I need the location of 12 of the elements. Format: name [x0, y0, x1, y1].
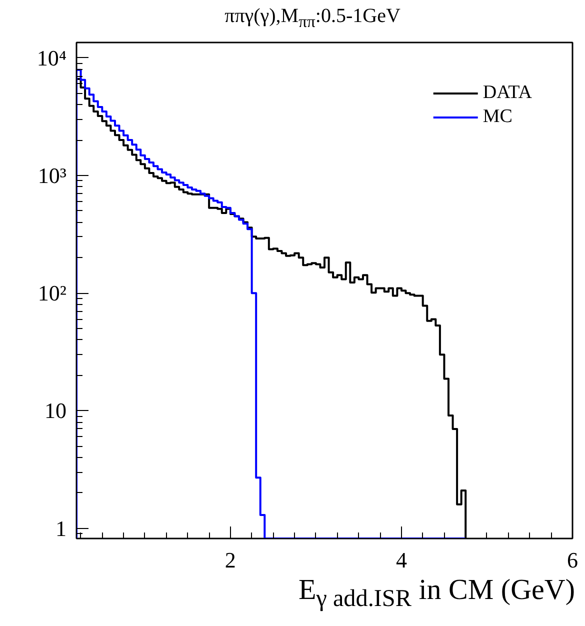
x-tick-label: 4	[396, 548, 407, 572]
legend-label: MC	[482, 106, 512, 128]
x-axis-title: E$_{γ add.ISR}$ in CM (GeV)	[298, 574, 575, 612]
y-tick-label: 10²	[38, 280, 67, 306]
y-tick-label: 10⁴	[36, 45, 67, 70]
x-tick-label: 2	[224, 548, 236, 572]
y-tick-label: 10³	[38, 162, 67, 188]
y-tick-label: 10	[44, 398, 66, 424]
chart-title: ππγ(γ),M$_{ππ}$:0.5-1GeV	[224, 4, 400, 33]
x-tick-label: 6	[567, 548, 578, 572]
legend-label: DATA	[482, 82, 532, 104]
y-tick-label: 1	[56, 516, 66, 541]
